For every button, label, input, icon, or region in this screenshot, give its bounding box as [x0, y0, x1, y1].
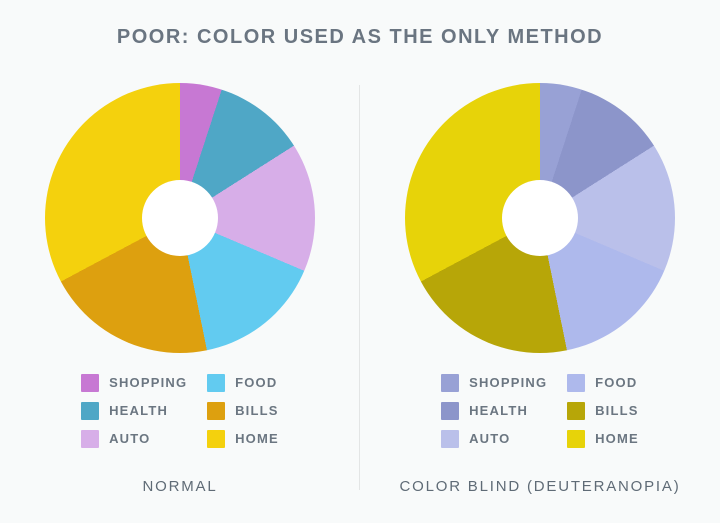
legend-label-health: HEALTH	[469, 403, 529, 418]
donut-chart-colorblind	[405, 83, 675, 353]
donut-hole	[142, 180, 218, 256]
legend-label-shopping: SHOPPING	[109, 375, 188, 390]
legend-item-home: HOME	[567, 430, 639, 448]
legend-item-shopping: SHOPPING	[441, 374, 567, 392]
legend-swatch-bills	[567, 402, 586, 420]
chart-caption-normal: NORMAL	[142, 478, 218, 495]
legend-item-shopping: SHOPPING	[81, 374, 207, 392]
legend-item-home: HOME	[207, 430, 279, 448]
legend-normal: SHOPPING FOOD HEALTH BILLS AUTO	[81, 374, 279, 448]
legend-label-food: FOOD	[595, 375, 638, 390]
legend-item-bills: BILLS	[207, 402, 279, 420]
legend-label-bills: BILLS	[235, 403, 279, 418]
legend-item-health: HEALTH	[81, 402, 207, 420]
legend-label-auto: AUTO	[469, 431, 511, 446]
legend-label-home: HOME	[235, 431, 279, 446]
legend-label-auto: AUTO	[109, 431, 151, 446]
legend-colorblind: SHOPPING FOOD HEALTH BILLS AUTO	[441, 374, 639, 448]
donut-chart-normal	[45, 83, 315, 353]
legend-swatch-food	[567, 374, 586, 392]
legend-label-home: HOME	[595, 431, 639, 446]
legend-label-bills: BILLS	[595, 403, 639, 418]
legend-swatch-shopping	[81, 374, 100, 392]
legend-swatch-auto	[81, 430, 100, 448]
chart-caption-colorblind: COLOR BLIND (DEUTERANOPIA)	[399, 478, 681, 495]
panel-normal: SHOPPING FOOD HEALTH BILLS AUTO	[0, 50, 360, 495]
legend-item-food: FOOD	[207, 374, 279, 392]
page-title: POOR: COLOR USED AS THE ONLY METHOD	[116, 26, 604, 48]
legend-label-health: HEALTH	[109, 403, 169, 418]
legend-label-food: FOOD	[235, 375, 278, 390]
legend-item-auto: AUTO	[441, 430, 567, 448]
vertical-divider	[359, 85, 360, 490]
legend-swatch-shopping	[441, 374, 460, 392]
legend-swatch-health	[441, 402, 460, 420]
legend-swatch-home	[207, 430, 226, 448]
legend-item-bills: BILLS	[567, 402, 639, 420]
charts-row: SHOPPING FOOD HEALTH BILLS AUTO	[0, 50, 720, 495]
legend-swatch-auto	[441, 430, 460, 448]
legend-swatch-home	[567, 430, 586, 448]
legend-swatch-bills	[207, 402, 226, 420]
donut-hole	[502, 180, 578, 256]
panel-colorblind: SHOPPING FOOD HEALTH BILLS AUTO	[360, 50, 720, 495]
legend-swatch-food	[207, 374, 226, 392]
legend-item-auto: AUTO	[81, 430, 207, 448]
legend-item-health: HEALTH	[441, 402, 567, 420]
legend-swatch-health	[81, 402, 100, 420]
legend-item-food: FOOD	[567, 374, 639, 392]
legend-label-shopping: SHOPPING	[469, 375, 548, 390]
